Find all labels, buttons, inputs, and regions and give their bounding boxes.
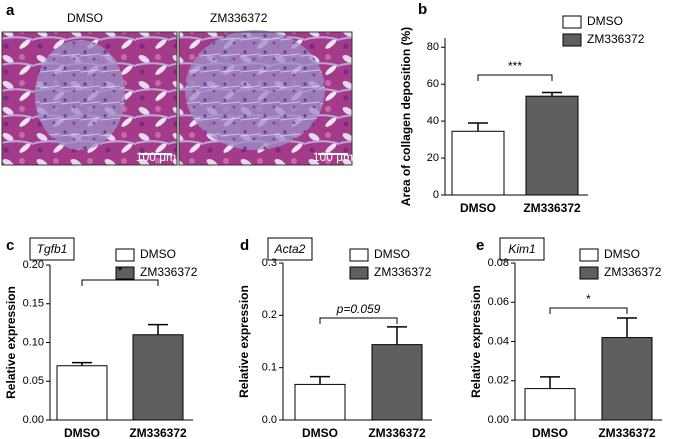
bar: [451, 130, 505, 196]
legend-label: ZM336372: [587, 32, 645, 46]
panel-label: d: [240, 237, 249, 254]
y-tick-label: 80: [427, 41, 439, 53]
y-tick-label: 0.3: [262, 257, 277, 269]
micrograph: [1, 31, 178, 166]
x-tick-label: ZM336372: [598, 426, 656, 439]
legend-swatch: [579, 266, 599, 280]
significance-bracket: [477, 74, 553, 81]
y-tick-label: 0.00: [488, 414, 509, 426]
significance-bracket: [81, 279, 159, 286]
y-axis-label: Relative expression: [237, 285, 251, 398]
image-label: ZM336372: [210, 11, 268, 25]
significance-label: p=0.059: [336, 302, 381, 316]
legend-swatch: [115, 266, 135, 280]
bar: [524, 388, 576, 421]
legend-label: DMSO: [587, 14, 623, 28]
y-tick-label: 0.20: [23, 259, 44, 271]
significance-label: *: [118, 264, 123, 278]
image-label: DMSO: [67, 11, 103, 25]
x-tick-label: DMSO: [532, 426, 568, 439]
bar: [132, 334, 184, 421]
x-tick-label: ZM336372: [129, 426, 187, 439]
y-tick-label: 0.2: [262, 309, 277, 321]
y-tick-label: 20: [427, 152, 439, 164]
x-tick-label: DMSO: [460, 201, 496, 215]
y-tick-label: 0: [433, 189, 439, 201]
y-tick-label: 0.08: [488, 257, 509, 269]
y-axis-label: Area of collagen deposition (%): [399, 27, 413, 206]
significance-bracket: [549, 307, 628, 314]
gene-name: Acta2: [274, 242, 306, 256]
significance-label: ***: [508, 59, 522, 73]
bar: [56, 365, 108, 421]
bar: [294, 383, 346, 421]
y-tick-label: 0.04: [488, 335, 509, 347]
panel-label: e: [476, 237, 484, 254]
y-tick-label: 0.10: [23, 336, 44, 348]
y-axis-label: Relative expression: [4, 286, 18, 399]
y-axis-label: Relative expression: [469, 285, 483, 398]
legend-swatch: [562, 15, 582, 29]
y-tick-label: 0.02: [488, 375, 509, 387]
legend-swatch: [349, 266, 369, 280]
scale-bar-label: 100 μm: [136, 150, 176, 164]
micrograph: [178, 30, 353, 166]
legend-label: ZM336372: [604, 265, 662, 279]
legend-label: DMSO: [374, 247, 410, 261]
significance-label: *: [586, 292, 591, 306]
gene-box: [499, 237, 545, 261]
y-tick-label: 0.15: [23, 298, 44, 310]
gene-name: Kim1: [508, 242, 535, 256]
y-tick-label: 0.05: [23, 375, 44, 387]
panel-label: c: [6, 237, 14, 254]
legend-label: DMSO: [140, 247, 176, 261]
scale-bar-label: 100 μm: [313, 150, 353, 164]
y-tick-label: 0.1: [262, 362, 277, 374]
bar: [371, 344, 423, 421]
legend-swatch: [349, 248, 369, 262]
significance-bracket: [319, 317, 398, 324]
panel-label: a: [6, 2, 15, 19]
bar: [525, 95, 579, 196]
x-tick-label: DMSO: [64, 426, 100, 439]
legend-label: ZM336372: [374, 265, 432, 279]
x-tick-label: ZM336372: [368, 426, 426, 439]
gene-name: Tgfb1: [37, 242, 68, 256]
gene-box: [29, 237, 75, 261]
y-tick-label: 40: [427, 115, 439, 127]
legend-label: ZM336372: [140, 265, 198, 279]
legend-swatch: [579, 248, 599, 262]
x-tick-label: DMSO: [302, 426, 338, 439]
legend-swatch: [115, 248, 135, 262]
panel-label: b: [418, 1, 427, 18]
y-tick-label: 0.06: [488, 296, 509, 308]
y-tick-label: 60: [427, 78, 439, 90]
x-tick-label: ZM336372: [523, 201, 581, 215]
y-tick-label: 0.00: [23, 414, 44, 426]
bar: [601, 337, 653, 421]
gene-box: [267, 237, 313, 261]
legend-swatch: [562, 33, 582, 47]
y-tick-label: 0.0: [262, 414, 277, 426]
legend-label: DMSO: [604, 247, 640, 261]
